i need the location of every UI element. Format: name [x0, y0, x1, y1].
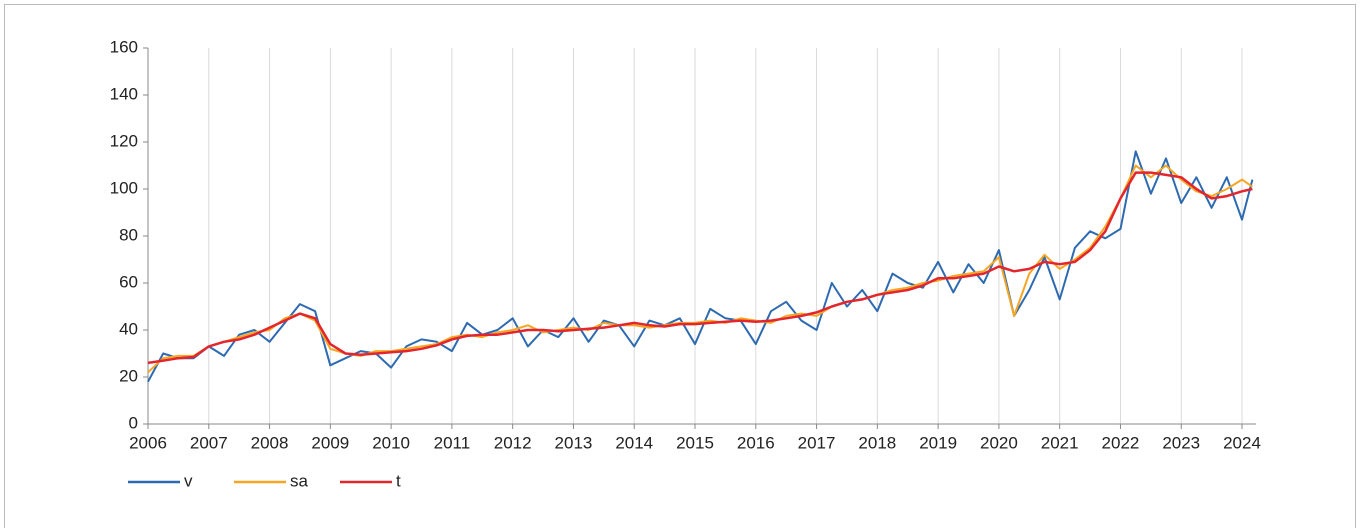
- x-tick-label: 2011: [434, 433, 471, 452]
- chart-border: [4, 4, 1356, 528]
- x-tick-label: 2010: [372, 433, 410, 452]
- x-tick-label: 2023: [1162, 433, 1200, 452]
- x-tick-label: 2014: [615, 433, 653, 452]
- x-tick-label: 2018: [858, 433, 896, 452]
- legend-label: t: [396, 471, 401, 490]
- y-tick-label: 100: [110, 178, 138, 197]
- y-tick-label: 160: [110, 37, 138, 56]
- y-tick-label: 80: [119, 225, 138, 244]
- x-tick-label: 2012: [494, 433, 532, 452]
- x-tick-label: 2015: [676, 433, 714, 452]
- y-tick-label: 60: [119, 272, 138, 291]
- y-tick-label: 140: [110, 84, 138, 103]
- y-tick-label: 20: [119, 366, 138, 385]
- x-tick-label: 2007: [190, 433, 228, 452]
- series-line: [147, 164, 1253, 374]
- x-tick-label: 2024: [1223, 433, 1261, 452]
- x-tick-label: 2019: [919, 433, 957, 452]
- legend-label: v: [184, 471, 193, 490]
- y-tick-label: 120: [110, 131, 138, 150]
- y-tick-label: 40: [119, 319, 138, 338]
- y-tick-label: 0: [129, 413, 138, 432]
- x-tick-label: 2013: [555, 433, 593, 452]
- series-line: [147, 150, 1254, 383]
- x-tick-label: 2020: [980, 433, 1018, 452]
- legend-label: sa: [290, 471, 309, 490]
- x-tick-label: 2016: [737, 433, 775, 452]
- x-tick-label: 2022: [1102, 433, 1140, 452]
- x-tick-label: 2017: [798, 433, 836, 452]
- x-tick-label: 2006: [129, 433, 167, 452]
- series-line: [147, 171, 1253, 365]
- x-tick-label: 2008: [251, 433, 289, 452]
- x-tick-label: 2021: [1041, 433, 1079, 452]
- x-tick-label: 2009: [311, 433, 349, 452]
